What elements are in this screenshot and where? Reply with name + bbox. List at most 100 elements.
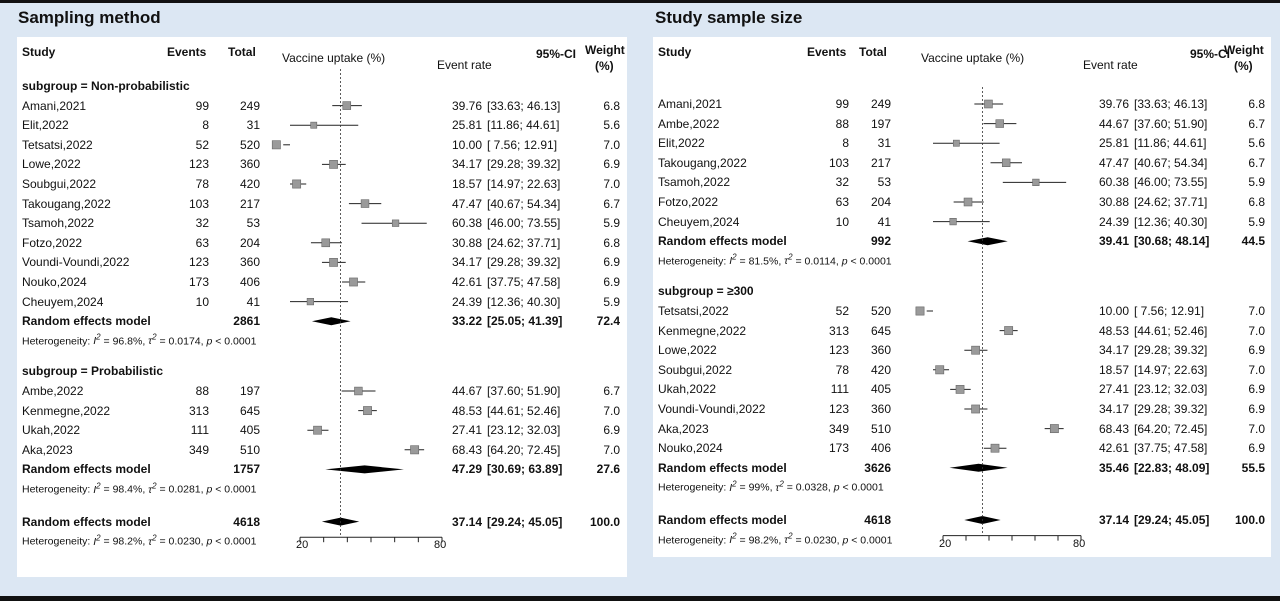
het-i2: = 96.8%, — [103, 335, 149, 348]
overall-weight: 100.0 — [589, 514, 620, 529]
study-total: 520 — [870, 304, 891, 318]
study-name: Aka,2023 — [658, 421, 709, 436]
study-events: 349 — [188, 442, 209, 457]
point-estimate-square — [329, 258, 338, 267]
heterogeneity-text: Heterogeneity: I2 = 96.8%, τ2 = 0.0174, … — [22, 332, 257, 348]
study-event-rate: 42.61 — [1098, 441, 1129, 456]
study-weight: 6.8 — [603, 235, 620, 250]
study-events: 111 — [190, 423, 209, 438]
het-p: < 0.0001 — [215, 335, 257, 348]
subgroup-label: subgroup = Non-probabilistic — [22, 79, 190, 93]
heterogeneity-text: Heterogeneity: I2 = 98.2%, τ2 = 0.0230, … — [22, 533, 257, 548]
study-total: 420 — [870, 362, 891, 377]
random-effects-model-label: Random effects model — [658, 234, 787, 249]
study-event-rate: 68.43 — [451, 442, 482, 457]
point-estimate-square — [1001, 158, 1011, 168]
study-weight: 6.8 — [1248, 195, 1265, 209]
study-name: Elit,2022 — [658, 136, 705, 151]
study-total: 645 — [870, 323, 891, 338]
study-weight: 7.0 — [603, 403, 620, 418]
heterogeneity-text: Heterogeneity: I2 = 99%, τ2 = 0.0328, p … — [658, 479, 884, 494]
study-weight: 6.8 — [603, 98, 620, 113]
study-events: 349 — [828, 421, 849, 436]
study-event-rate: 10.00 — [451, 137, 482, 152]
study-weight: 7.0 — [1248, 421, 1265, 436]
subgroup-label: subgroup = Probabilistic — [22, 364, 164, 379]
study-ci: [24.62; 37.71] — [1134, 195, 1208, 209]
x-tick-label-min: 20 — [939, 537, 952, 550]
study-event-rate: 47.47 — [1098, 155, 1129, 170]
study-ci: [33.63; 46.13] — [1134, 97, 1208, 111]
header-study: Study — [658, 45, 692, 59]
study-event-rate: 60.38 — [1098, 175, 1129, 190]
study-ci: [12.36; 40.30] — [487, 294, 561, 309]
study-weight: 6.9 — [1248, 441, 1265, 456]
study-ci: [ 7.56; 12.91] — [487, 137, 558, 152]
study-weight: 7.0 — [1248, 304, 1265, 318]
study-event-rate: 48.53 — [451, 403, 482, 418]
study-name: Takougang,2022 — [658, 155, 747, 170]
study-total: 53 — [246, 216, 260, 231]
header-study: Study — [22, 45, 56, 59]
study-name: Amani,2021 — [22, 98, 87, 113]
study-name: Nouko,2024 — [658, 441, 723, 456]
study-total: 520 — [239, 137, 260, 152]
study-events: 123 — [828, 402, 849, 416]
study-events: 78 — [195, 177, 209, 191]
het-i2: = 81.5%, — [739, 255, 785, 268]
study-ci: [14.97; 22.63] — [487, 177, 561, 191]
model-weight: 27.6 — [596, 462, 620, 477]
point-estimate-square — [952, 139, 960, 147]
study-name: Voundi-Voundi,2022 — [658, 402, 766, 416]
het-tau2: = 0.0281, — [159, 483, 207, 496]
header-weight-unit: (%) — [595, 59, 614, 73]
study-events: 52 — [835, 304, 849, 318]
study-event-rate: 42.61 — [451, 275, 482, 289]
point-estimate-square — [935, 365, 945, 375]
study-events: 52 — [195, 137, 209, 152]
study-ci: [40.67; 54.34] — [1134, 155, 1208, 170]
het-tau2: = 0.0114, — [795, 255, 842, 268]
study-ci: [29.28; 39.32] — [487, 255, 561, 270]
overall-event-rate: 37.14 — [1098, 513, 1129, 527]
study-event-rate: 27.41 — [451, 423, 482, 438]
study-event-rate: 27.41 — [1098, 382, 1129, 397]
study-ci: [40.67; 54.34] — [487, 196, 561, 211]
study-name: Voundi-Voundi,2022 — [22, 255, 130, 270]
point-estimate-square — [995, 119, 1004, 128]
study-weight: 6.9 — [1248, 343, 1265, 358]
point-estimate-square — [292, 179, 302, 189]
study-events: 88 — [195, 384, 209, 398]
study-event-rate: 34.17 — [451, 157, 482, 172]
point-estimate-square — [971, 404, 980, 414]
study-ci: [24.62; 37.71] — [487, 235, 561, 250]
study-ci: [64.20; 72.45] — [1134, 421, 1208, 436]
study-name: Ambe,2022 — [22, 384, 84, 398]
point-estimate-square — [321, 238, 331, 248]
heterogeneity-text: Heterogeneity: I2 = 98.2%, τ2 = 0.0230, … — [658, 531, 893, 547]
study-weight: 5.6 — [603, 118, 620, 133]
study-weight: 7.0 — [1248, 323, 1265, 338]
study-name: Soubgui,2022 — [22, 177, 97, 191]
study-total: 360 — [239, 255, 260, 270]
study-total: 31 — [246, 118, 260, 133]
point-estimate-square — [313, 425, 322, 435]
model-total: 992 — [870, 234, 891, 249]
study-name: Cheuyem,2024 — [658, 214, 740, 229]
study-events: 8 — [202, 118, 209, 133]
het-i2: = 99%, — [739, 481, 776, 494]
study-ci: [64.20; 72.45] — [487, 442, 561, 457]
point-estimate-square — [1004, 326, 1014, 336]
study-event-rate: 39.76 — [1098, 97, 1129, 111]
study-ci: [29.28; 39.32] — [1134, 402, 1208, 416]
study-ci: [ 7.56; 12.91] — [1134, 304, 1205, 318]
pooled-diamond — [949, 463, 1008, 472]
het-i2: = 98.4%, — [103, 483, 149, 496]
study-event-rate: 44.67 — [451, 384, 482, 398]
section-title-sampling: Sampling method — [18, 8, 161, 27]
header-weight: Weight — [1224, 43, 1264, 57]
study-weight: 7.0 — [603, 442, 620, 457]
het-p: < 0.0001 — [215, 483, 257, 496]
study-ci: [11.86; 44.61] — [487, 118, 560, 133]
study-ci: [23.12; 32.03] — [487, 423, 561, 438]
